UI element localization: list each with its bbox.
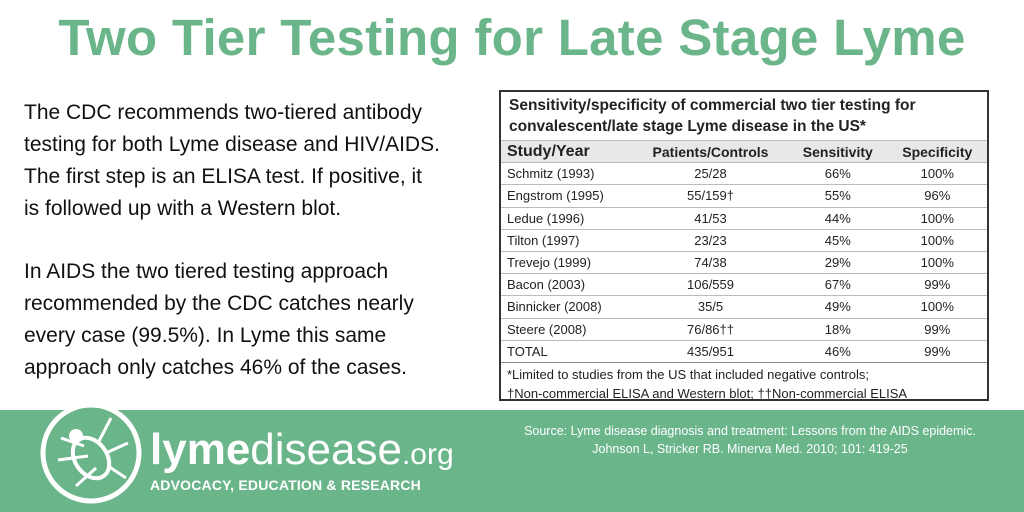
source-line: Johnson L, Stricker RB. Minerva Med. 201… — [592, 442, 908, 456]
table-cell: 99% — [887, 317, 987, 341]
header-row: Study/Year Patients/Controls Sensitivity Sp… — [501, 139, 987, 163]
source-line: Source: Lyme disease diagnosis and treat… — [524, 424, 976, 438]
table-cell: 23/23 — [632, 228, 789, 252]
table-cell: 106/559 — [632, 273, 789, 296]
table-row: Binnicker (2008) 35/5 49% 100% — [501, 295, 987, 318]
table-cell: 46% — [788, 339, 888, 362]
table-row: Engstrom (1995) 55/159† 55% 96% — [501, 184, 987, 208]
title: Two Tier Testing for Late Stage Lyme — [58, 9, 966, 66]
table-cell: TOTAL — [501, 339, 633, 362]
footer-band — [0, 410, 1024, 512]
table-cell: 435/951 — [632, 339, 789, 362]
text-line: In AIDS the two tiered testing approach — [24, 260, 389, 283]
text-line: recommended by the CDC catches nearly — [24, 292, 414, 315]
caption-line: convalescent/late stage Lyme disease in … — [509, 118, 866, 135]
table-cell: 76/86†† — [632, 317, 789, 341]
table-caption: Sensitivity/specificity of commercial tw… — [501, 92, 987, 140]
table-row: Ledue (1996) 41/53 44% 100% — [501, 206, 987, 230]
table-cell: 25/28 — [632, 162, 789, 185]
caption-line: Sensitivity/specificity of commercial tw… — [509, 97, 916, 114]
table-cell: 41/53 — [632, 206, 789, 230]
table-row: Steere (2008) 76/86†† 18% 99% — [501, 317, 987, 341]
table-cell: 100% — [887, 162, 987, 185]
paragraph: In AIDS the two tiered testing approach r… — [24, 256, 414, 384]
column-header: Patients/Controls — [632, 139, 789, 163]
text-line: approach only catches 46% of the cases. — [24, 356, 407, 379]
text-line: testing for both Lyme disease and HIV/AI… — [24, 133, 440, 156]
table-cell: 45% — [788, 228, 888, 252]
table-cell: 100% — [887, 228, 987, 252]
table-cell: 100% — [887, 295, 987, 318]
text-line: every case (99.5%). In Lyme this same — [24, 324, 387, 347]
table-cell: Trevejo (1999) — [501, 250, 633, 274]
table-cell: Bacon (2003) — [501, 273, 633, 296]
table-cell: 100% — [887, 250, 987, 274]
study-table: Sensitivity/specificity of commercial tw… — [499, 90, 989, 401]
table-cell: Steere (2008) — [501, 317, 633, 341]
table-cell: 49% — [788, 295, 888, 318]
table-cell: Ledue (1996) — [501, 206, 633, 230]
logo-suffix: .org — [401, 438, 454, 471]
table-cell: 67% — [788, 273, 888, 296]
footnote: †Non-commercial ELISA and Western blot; … — [507, 385, 908, 401]
table-row: TOTAL 435/951 46% 99% — [501, 339, 987, 362]
table-cell: 96% — [887, 184, 987, 208]
table-row: Schmitz (1993) 25/28 66% 100% — [501, 162, 987, 185]
footnote: *Limited to studies from the US that inc… — [507, 366, 870, 382]
paragraph: The CDC recommends two-tiered antibody te… — [24, 97, 440, 225]
text-line: The first step is an ELISA test. If posi… — [24, 165, 423, 188]
table-cell: Binnicker (2008) — [501, 295, 633, 318]
source: Source: Lyme disease diagnosis and treat… — [490, 422, 1010, 458]
logo-bold: lyme — [150, 425, 251, 474]
table: Study/Year Patients/Controls Sensitivity Sp… — [501, 139, 987, 362]
logo-text: disease — [250, 425, 402, 474]
table-cell: 99% — [887, 339, 987, 362]
table-row: Bacon (2003) 106/559 67% 99% — [501, 273, 987, 296]
table-cell: 35/5 — [632, 295, 789, 318]
logo: lymedisease.org ADVOCACY, EDUCATION & RE… — [150, 425, 454, 493]
table-row: Trevejo (1999) 74/38 29% 100% — [501, 250, 987, 274]
table-cell: Engstrom (1995) — [501, 184, 633, 208]
table-cell: 44% — [788, 206, 888, 230]
column-header: Specificity — [887, 139, 987, 163]
table-cell: 66% — [788, 162, 888, 185]
logo-icon — [40, 402, 142, 504]
table-cell: 55% — [788, 184, 888, 208]
table-cell: Schmitz (1993) — [501, 162, 633, 185]
table-cell: 100% — [887, 206, 987, 230]
footnotes: *Limited to studies from the US that inc… — [501, 361, 987, 405]
table-row: Tilton (1997) 23/23 45% 100% — [501, 228, 987, 252]
table-cell: 99% — [887, 273, 987, 296]
text-line: The CDC recommends two-tiered antibody — [24, 101, 422, 124]
table-cell: 74/38 — [632, 250, 789, 274]
table-cell: Tilton (1997) — [501, 228, 633, 252]
column-header: Sensitivity — [788, 139, 888, 163]
table-cell: 29% — [788, 250, 888, 274]
logo-tagline: ADVOCACY, EDUCATION & RESEARCH — [150, 477, 421, 493]
table-cell: 18% — [788, 317, 888, 341]
text-line: is followed up with a Western blot. — [24, 197, 342, 220]
table-cell: 55/159† — [632, 184, 789, 208]
column-header: Study/Year — [501, 139, 633, 163]
